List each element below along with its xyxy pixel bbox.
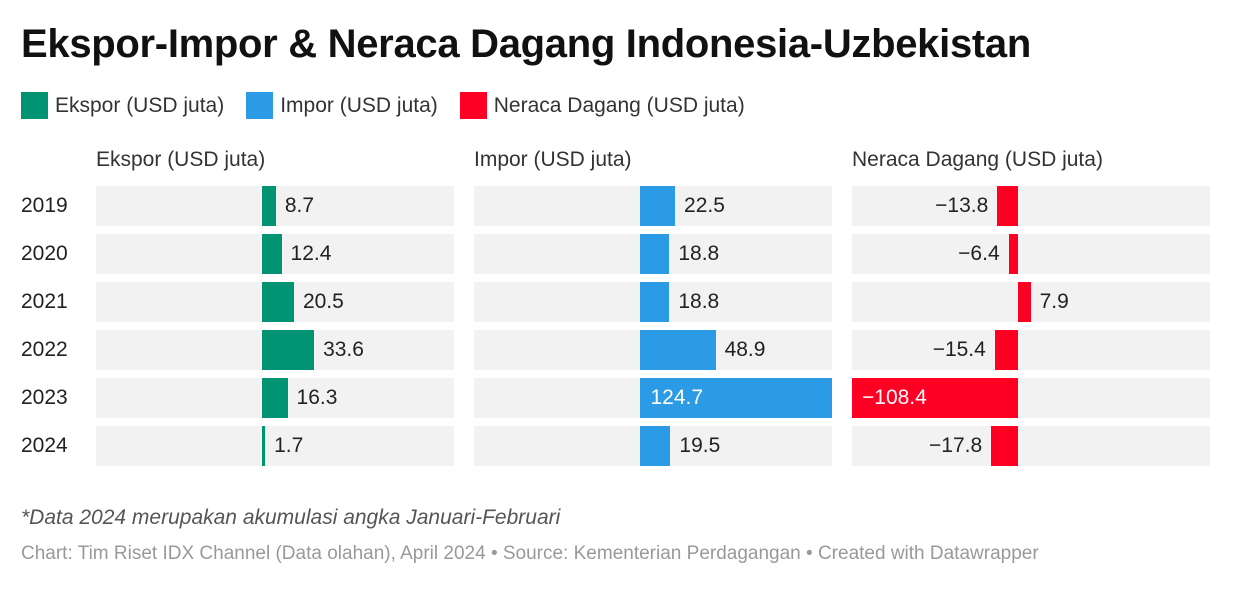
value-label-impor-2022: 48.9 [724, 338, 766, 361]
year-label-2019: 2019 [21, 194, 68, 217]
bar-impor-2019 [640, 186, 676, 226]
bar-ekspor-2022 [262, 330, 315, 370]
panel-header-neraca: Neraca Dagang (USD juta) [852, 148, 1103, 171]
value-label-impor-2021: 18.8 [678, 290, 720, 313]
bar-neraca-2022 [994, 330, 1019, 370]
bar-neraca-2019 [997, 186, 1019, 226]
panel-header-impor: Impor (USD juta) [474, 148, 632, 171]
legend-label-ekspor: Ekspor (USD juta) [55, 93, 225, 117]
value-label-neraca-2023: −108.4 [862, 386, 927, 409]
legend-item-neraca: Neraca Dagang (USD juta) [459, 92, 745, 119]
bar-neraca-2020 [1008, 234, 1019, 274]
value-label-impor-2024: 19.5 [679, 434, 721, 457]
row-background-neraca-2024 [852, 426, 1210, 466]
bar-ekspor-2019 [262, 186, 276, 226]
value-label-neraca-2019: −13.8 [935, 194, 989, 217]
bar-ekspor-2020 [262, 234, 282, 274]
bar-impor-2020 [640, 234, 670, 274]
bar-impor-2024 [640, 426, 671, 466]
bar-impor-2022 [640, 330, 716, 370]
row-background-neraca-2022 [852, 330, 1210, 370]
year-label-2021: 2021 [21, 290, 68, 313]
value-label-ekspor-2022: 33.6 [323, 338, 364, 361]
bar-ekspor-2024 [262, 426, 266, 466]
bar-impor-2023 [640, 378, 832, 418]
panel-header-ekspor: Ekspor (USD juta) [96, 148, 266, 171]
value-label-neraca-2020: −6.4 [958, 242, 1000, 265]
value-label-ekspor-2023: 16.3 [296, 386, 338, 409]
year-label-2023: 2023 [21, 386, 68, 409]
row-background-neraca-2019 [852, 186, 1210, 226]
legend-label-neraca: Neraca Dagang (USD juta) [493, 93, 745, 117]
legend-item-ekspor: Ekspor (USD juta) [21, 92, 224, 119]
legend-swatch-neraca [459, 92, 487, 119]
bar-neraca-2021 [1018, 282, 1031, 322]
chart-title: Ekspor-Impor & Neraca Dagang Indonesia-U… [21, 22, 1031, 66]
year-label-2022: 2022 [21, 338, 68, 361]
value-label-ekspor-2019: 8.7 [284, 194, 315, 217]
value-label-ekspor-2020: 12.4 [290, 242, 332, 265]
legend-label-impor: Impor (USD juta) [280, 93, 438, 117]
value-label-impor-2023: 124.7 [650, 386, 704, 409]
row-background-neraca-2020 [852, 234, 1210, 274]
value-label-neraca-2022: −15.4 [932, 338, 986, 361]
row-background-neraca-2021 [852, 282, 1210, 322]
legend-swatch-impor [246, 92, 274, 119]
bar-impor-2021 [640, 282, 670, 322]
bar-ekspor-2023 [262, 378, 288, 418]
year-label-2024: 2024 [21, 434, 68, 457]
value-label-ekspor-2024: 1.7 [274, 434, 304, 457]
footnote: *Data 2024 merupakan akumulasi angka Jan… [21, 506, 561, 529]
value-label-ekspor-2021: 20.5 [302, 290, 344, 313]
value-label-neraca-2021: 7.9 [1039, 290, 1069, 313]
bar-ekspor-2021 [262, 282, 294, 322]
bar-neraca-2023 [852, 378, 1019, 418]
year-label-2020: 2020 [21, 242, 68, 265]
value-label-neraca-2024: −17.8 [929, 434, 983, 457]
legend-item-impor: Impor (USD juta) [246, 92, 438, 119]
value-label-impor-2020: 18.8 [678, 242, 720, 265]
legend-swatch-ekspor [21, 92, 48, 119]
legend: Ekspor (USD juta) Impor (USD juta) Nerac… [21, 92, 767, 119]
source-credit: Chart: Tim Riset IDX Channel (Data olaha… [21, 543, 1039, 564]
value-label-impor-2019: 22.5 [684, 194, 725, 217]
bar-neraca-2024 [991, 426, 1019, 466]
row-background-ekspor-2024 [96, 426, 454, 466]
